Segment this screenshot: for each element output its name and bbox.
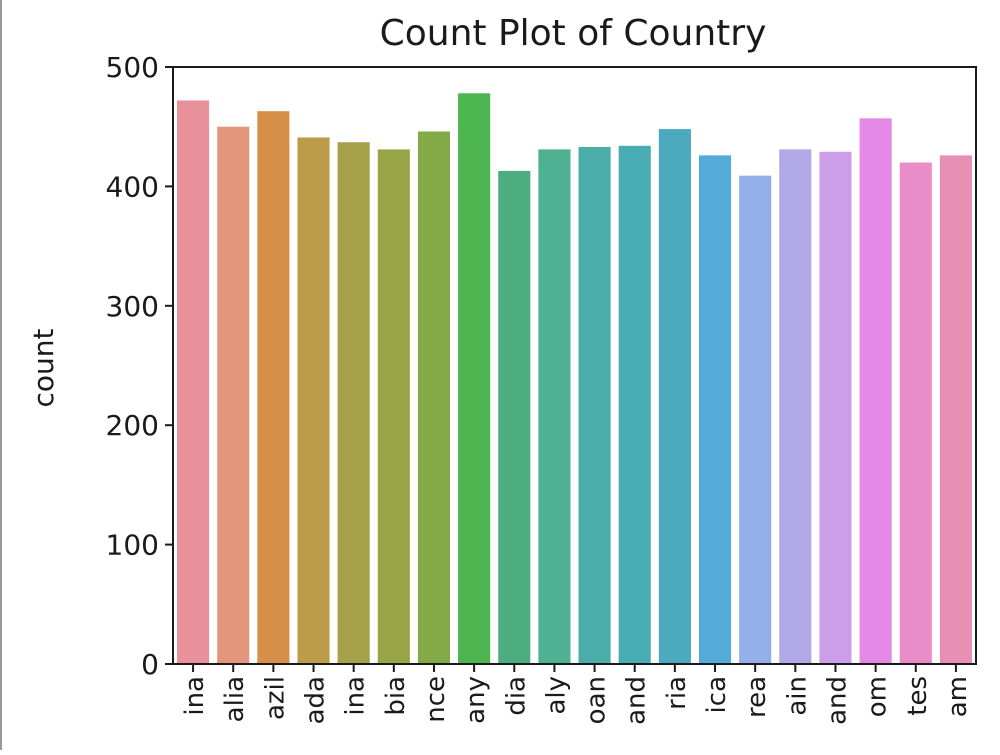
- x-tick-label: oan: [582, 676, 612, 724]
- x-tick-label: any: [461, 676, 491, 724]
- x-tick-label: ina: [341, 676, 371, 716]
- x-tick-label: aly: [541, 676, 571, 715]
- bar: [779, 149, 812, 664]
- bar: [538, 149, 571, 664]
- x-tick-label: and: [822, 676, 852, 725]
- bar: [819, 151, 852, 664]
- bar: [618, 145, 651, 665]
- y-tick-label: 500: [106, 51, 159, 84]
- y-ticks-group: 0 100 200 300 400 500: [106, 51, 173, 681]
- x-tick-label: ina: [180, 676, 210, 716]
- bar: [217, 126, 250, 664]
- x-tick-label: ada: [301, 676, 331, 724]
- bar: [698, 155, 732, 665]
- x-tick-label: azil: [260, 676, 290, 720]
- y-tick-label: 300: [106, 290, 159, 323]
- bar: [177, 100, 210, 665]
- x-tick-label: rea: [742, 676, 772, 718]
- window-edge: [0, 0, 2, 750]
- bars-group: [177, 93, 972, 665]
- x-tick-label: bia: [381, 676, 411, 716]
- bar: [297, 137, 330, 664]
- chart-title: Count Plot of Country: [380, 13, 767, 54]
- plot-frame: [172, 66, 977, 665]
- bar: [498, 170, 531, 664]
- x-tick-label: ria: [662, 676, 692, 710]
- y-axis-label: count: [27, 328, 60, 407]
- bar: [257, 111, 290, 665]
- bar: [377, 149, 410, 664]
- y-tick-label: 100: [106, 529, 159, 562]
- x-ticks-group: ina alia azil ada ina bia nce any dia aly oan and ri…: [180, 664, 973, 725]
- bar: [337, 142, 370, 665]
- bar: [939, 155, 972, 665]
- x-tick-label: ain: [782, 676, 812, 716]
- x-tick-label: dia: [501, 676, 531, 716]
- bar: [899, 162, 932, 664]
- y-tick-label: 0: [141, 648, 159, 681]
- x-tick-label: am: [943, 676, 973, 717]
- x-tick-label: ica: [702, 676, 732, 713]
- x-tick-label: nce: [421, 676, 451, 723]
- bar: [859, 118, 892, 665]
- x-tick-label: tes: [903, 676, 933, 716]
- bar: [739, 175, 772, 664]
- bar: [658, 129, 691, 665]
- y-tick-label: 400: [106, 170, 159, 203]
- bar: [417, 131, 451, 665]
- y-tick-label: 200: [106, 409, 159, 442]
- bar: [578, 147, 611, 664]
- bar: [458, 93, 491, 664]
- x-tick-label: om: [863, 676, 893, 717]
- x-tick-label: alia: [220, 676, 250, 722]
- x-tick-label: and: [622, 676, 652, 725]
